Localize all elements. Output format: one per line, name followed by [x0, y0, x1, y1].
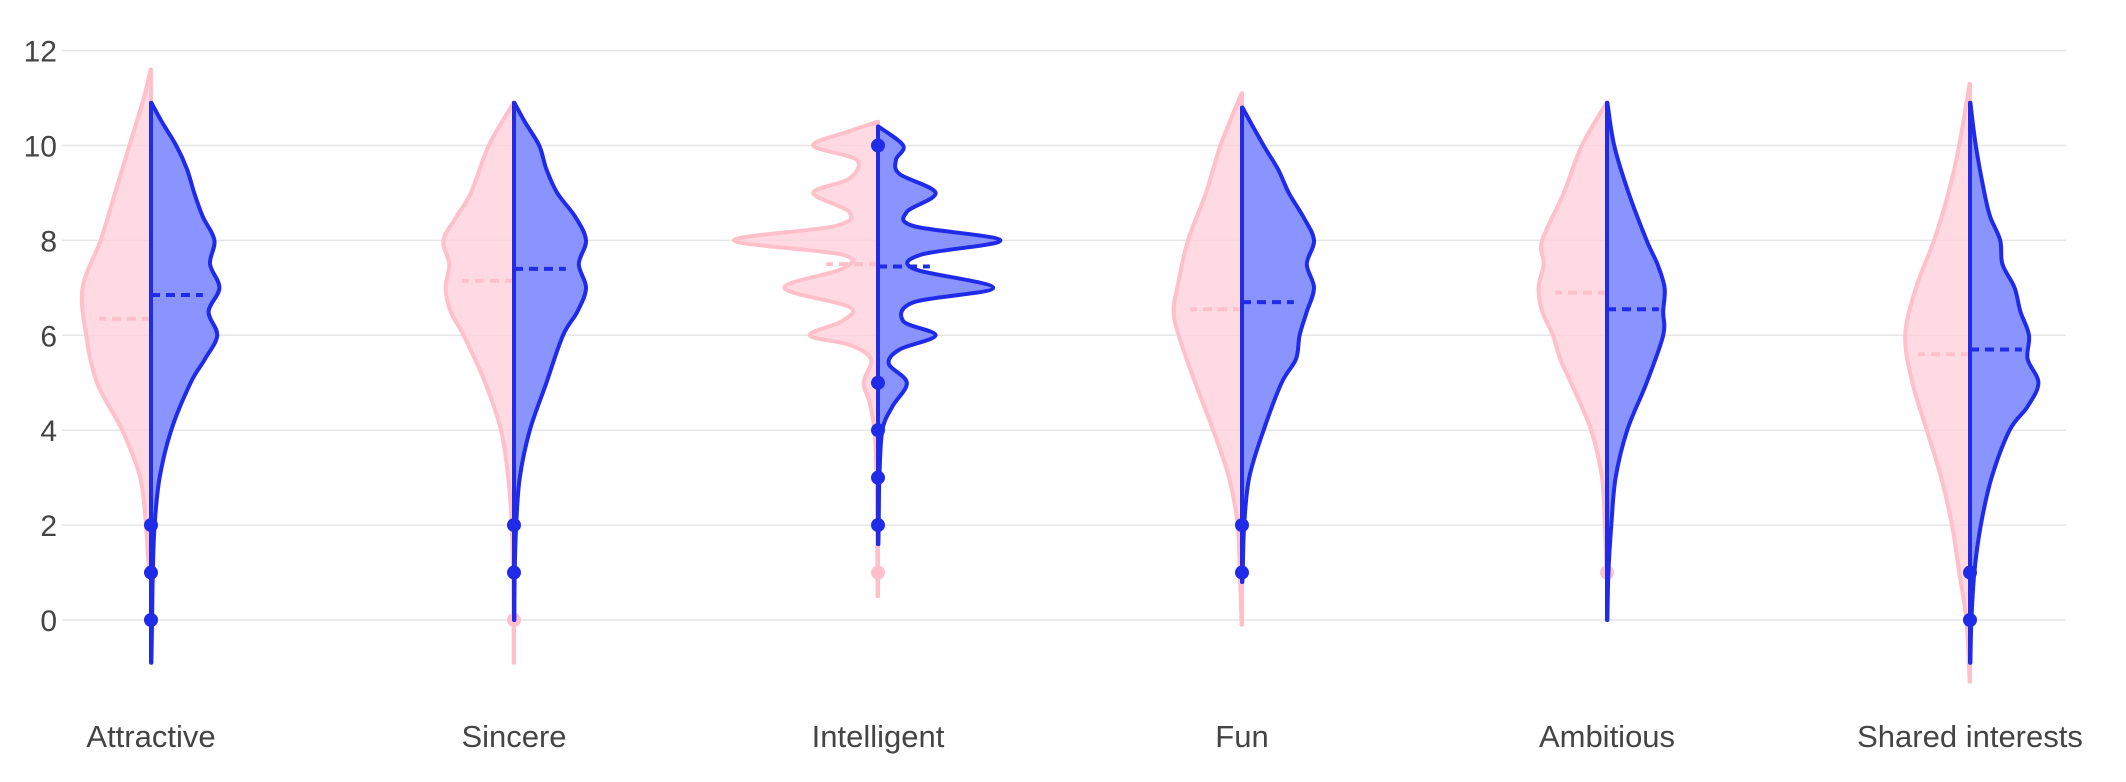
outlier-point-positive-attractive-0 [144, 613, 158, 627]
violin-half-positive-ambitious [1605, 100, 1667, 622]
y-tick-label-4: 4 [40, 415, 57, 448]
y-tick-label-6: 6 [40, 320, 57, 353]
x-tick-label-attractive: Attractive [86, 719, 215, 754]
violin-half-negative-sincere [441, 100, 516, 665]
outlier-point-positive-fun-2 [1235, 518, 1249, 533]
violin-half-negative-fun [1171, 91, 1244, 627]
outlier-point-negative-intelligent-1 [871, 565, 885, 580]
violin-half-negative-ambitious [1536, 100, 1609, 580]
y-tick-label-10: 10 [24, 131, 57, 164]
outlier-point-positive-sincere-1 [507, 565, 521, 580]
violin-half-positive-attractive [149, 100, 222, 665]
violin-half-positive-intelligent [876, 124, 1003, 547]
outlier-point-positive-fun-1 [1235, 565, 1249, 580]
outlier-point-positive-sincere-2 [507, 518, 521, 533]
y-tick-label-8: 8 [40, 225, 57, 258]
x-tick-label-shared-interests: Shared interests [1857, 719, 2083, 754]
violin-half-negative-intelligent [731, 119, 880, 599]
y-tick-label-12: 12 [24, 36, 57, 69]
x-tick-label-intelligent: Intelligent [812, 719, 945, 754]
x-tick-label-sincere: Sincere [461, 719, 566, 754]
outlier-point-positive-intelligent-2 [871, 518, 885, 533]
outlier-point-positive-intelligent-10 [871, 138, 885, 153]
x-axis-category-labels: Attractive Sincere Intelligent Fun Ambitious… [86, 719, 2082, 754]
violin-ambitious [1536, 100, 1667, 622]
outlier-point-positive-intelligent-3 [871, 470, 885, 485]
violin-half-positive-fun [1240, 105, 1316, 585]
outlier-point-positive-shared-interests-1 [1963, 565, 1977, 580]
y-tick-label-2: 2 [40, 510, 57, 543]
violin-shared-interests [1903, 81, 2041, 684]
violin-intelligent [731, 119, 1003, 599]
outlier-point-positive-attractive-1 [144, 565, 158, 580]
violins [79, 67, 2041, 684]
x-tick-label-fun: Fun [1215, 719, 1268, 754]
x-tick-label-ambitious: Ambitious [1539, 719, 1675, 754]
y-tick-label-0: 0 [40, 605, 57, 638]
violin-half-positive-sincere [512, 100, 588, 622]
violin-sincere [441, 100, 588, 665]
outlier-point-positive-attractive-2 [144, 518, 158, 533]
outlier-point-positive-intelligent-5 [871, 375, 885, 390]
violin-attractive [79, 67, 222, 665]
gridlines [62, 49, 2066, 621]
outlier-point-positive-intelligent-4 [871, 423, 885, 438]
violin-fun [1171, 91, 1316, 627]
violin-half-negative-shared-interests [1903, 81, 1972, 684]
violin-half-positive-shared-interests [1968, 100, 2041, 665]
y-axis-tick-labels: 0 2 4 6 8 10 12 [24, 36, 57, 638]
outlier-point-positive-shared-interests-0 [1963, 613, 1977, 627]
